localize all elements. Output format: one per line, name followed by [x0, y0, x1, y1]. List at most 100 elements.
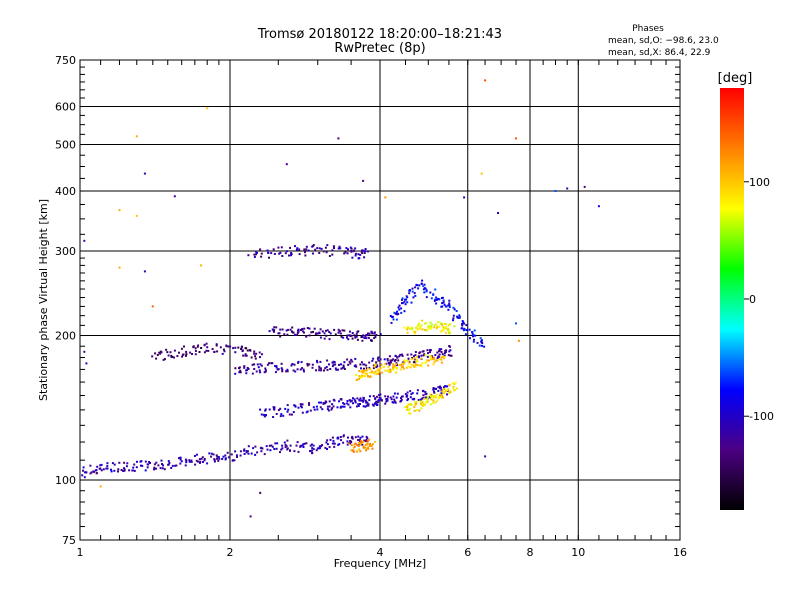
data-point	[290, 254, 292, 257]
data-point	[410, 301, 413, 304]
data-point	[351, 360, 354, 363]
data-point	[316, 361, 319, 364]
data-point	[447, 388, 450, 391]
data-point	[362, 179, 365, 182]
data-point	[389, 315, 392, 317]
data-point	[260, 413, 263, 416]
data-point	[388, 363, 391, 366]
data-point	[433, 326, 436, 329]
data-point	[89, 464, 92, 467]
data-point	[365, 369, 368, 372]
data-point	[316, 408, 319, 411]
data-point	[394, 354, 397, 357]
data-point	[249, 515, 252, 518]
data-point	[435, 302, 438, 305]
data-point	[392, 395, 395, 398]
data-point	[361, 252, 364, 254]
data-point	[446, 393, 448, 396]
data-point	[275, 366, 278, 369]
data-point	[406, 326, 409, 329]
data-point	[278, 332, 281, 335]
data-point	[338, 245, 341, 248]
data-point	[253, 255, 256, 258]
data-point	[105, 467, 108, 470]
data-point	[405, 366, 408, 369]
data-point	[342, 336, 345, 339]
data-point	[206, 462, 209, 465]
data-point	[439, 394, 441, 397]
data-point	[344, 251, 347, 254]
data-point	[374, 370, 377, 373]
data-point	[461, 324, 464, 327]
data-point	[366, 443, 369, 446]
y-tick-label: 750	[55, 54, 76, 67]
data-point	[398, 304, 401, 307]
data-point	[372, 404, 375, 407]
data-point	[354, 436, 357, 439]
data-point	[305, 335, 308, 338]
data-point	[326, 439, 329, 442]
data-point	[388, 355, 391, 358]
data-point	[277, 409, 280, 412]
data-point	[261, 353, 263, 356]
data-point	[100, 463, 103, 466]
data-point	[418, 409, 421, 412]
data-point	[361, 371, 364, 374]
data-point	[143, 270, 146, 273]
data-point	[261, 447, 264, 450]
data-point	[367, 250, 369, 253]
data-point	[318, 369, 321, 372]
data-point	[330, 408, 333, 411]
data-point	[440, 351, 443, 353]
data-point	[352, 402, 354, 405]
data-point	[308, 327, 311, 330]
data-point	[154, 352, 157, 355]
data-point	[364, 399, 367, 402]
data-point	[370, 370, 373, 373]
data-point	[456, 316, 459, 319]
data-point	[369, 443, 372, 445]
data-point	[355, 365, 358, 368]
data-point	[406, 353, 409, 356]
data-point	[406, 408, 408, 411]
data-point	[396, 310, 399, 313]
data-point	[340, 363, 342, 366]
data-point	[301, 403, 304, 406]
y-axis-label: Stationary phase Virtual Height [km]	[37, 199, 50, 401]
data-point	[447, 329, 450, 332]
data-point	[210, 452, 213, 455]
data-point	[401, 302, 404, 305]
data-point	[340, 439, 342, 442]
data-point	[411, 287, 414, 290]
data-point	[255, 253, 257, 256]
data-point	[342, 366, 345, 369]
data-point	[441, 390, 444, 393]
data-point	[162, 358, 165, 361]
data-point	[476, 341, 479, 344]
data-point	[453, 383, 456, 386]
data-point	[328, 363, 330, 366]
data-point	[333, 361, 336, 364]
data-point	[226, 451, 229, 454]
data-point	[365, 364, 368, 367]
data-point	[374, 336, 377, 338]
data-point	[320, 401, 322, 404]
data-point	[188, 459, 191, 462]
data-point	[438, 348, 441, 351]
data-point	[258, 351, 261, 354]
data-point	[281, 255, 284, 257]
data-point	[424, 391, 427, 393]
data-point	[194, 350, 197, 352]
data-point	[249, 349, 252, 352]
data-point	[419, 325, 422, 328]
data-point	[417, 398, 420, 401]
data-point	[374, 402, 376, 405]
data-point	[294, 404, 297, 407]
data-point	[360, 367, 362, 370]
data-point	[411, 326, 413, 329]
data-point	[367, 447, 370, 450]
data-point	[159, 350, 162, 353]
data-point	[409, 366, 412, 369]
data-point	[374, 363, 377, 366]
data-point	[337, 137, 340, 140]
